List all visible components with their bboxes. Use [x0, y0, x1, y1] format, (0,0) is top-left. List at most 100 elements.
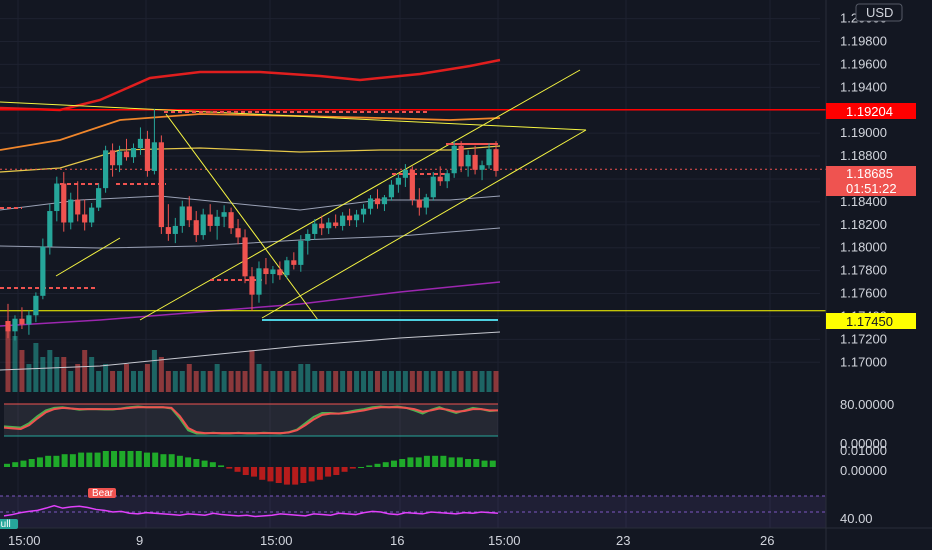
- candle-body: [82, 214, 88, 223]
- histogram-bar: [176, 455, 183, 467]
- histogram-bar: [415, 457, 422, 467]
- price-tick: 1.19000: [840, 125, 887, 140]
- candle-body: [277, 269, 283, 276]
- early-trendline: [55, 237, 121, 277]
- histogram-bar: [242, 467, 249, 475]
- histogram-bar: [45, 455, 52, 467]
- candle-body: [388, 184, 395, 198]
- candle-body: [493, 149, 499, 171]
- candle-body: [144, 138, 151, 171]
- histogram-bar: [259, 467, 266, 480]
- moving-averages: [0, 58, 501, 371]
- histogram-bar: [448, 457, 455, 467]
- bear-label: Bear: [92, 488, 114, 499]
- volume-bar: [12, 336, 18, 392]
- candle-body: [423, 197, 429, 208]
- indicator-labels: Bear Bull: [0, 488, 116, 530]
- currency-badge-label: USD: [866, 5, 893, 20]
- volume-bar: [381, 371, 387, 392]
- volume-bar: [256, 364, 262, 392]
- volume-bar: [486, 371, 492, 392]
- time-tick: 26: [760, 533, 774, 548]
- volume-bar: [186, 364, 192, 392]
- histogram-bar: [168, 454, 175, 467]
- currency-badge[interactable]: USD: [855, 3, 903, 22]
- yellow-ma: [0, 145, 501, 173]
- histogram-bar: [440, 455, 447, 467]
- time-tick: 23: [616, 533, 630, 548]
- volume-bar: [277, 371, 283, 392]
- candle-body: [33, 295, 39, 316]
- candle-body: [235, 228, 241, 238]
- volume-bar: [451, 371, 457, 392]
- volume-bar: [291, 371, 297, 392]
- histogram-bar: [275, 467, 282, 483]
- histogram-bar: [12, 462, 19, 467]
- histogram-bar: [390, 460, 397, 467]
- histogram-bar: [349, 467, 356, 469]
- volume-bar: [158, 357, 164, 392]
- price-tick: 1.18200: [840, 217, 887, 232]
- volume-bar: [263, 371, 269, 392]
- price-tick: 1.19600: [840, 56, 887, 71]
- volume-bar: [151, 350, 157, 392]
- candle-body: [256, 268, 262, 295]
- price-tick: 1.18800: [840, 148, 887, 163]
- candle-body: [465, 154, 471, 167]
- histogram-bar: [481, 460, 488, 467]
- volume-bar: [340, 371, 346, 392]
- candle-body: [151, 142, 157, 171]
- stoch-tick: 80.00000: [840, 397, 894, 412]
- volume-bar: [437, 371, 443, 392]
- candle-body: [228, 212, 234, 229]
- histogram-bar: [465, 459, 472, 467]
- volume-bar: [361, 371, 367, 392]
- candle-body: [305, 233, 311, 241]
- volume-bar: [47, 350, 53, 392]
- candle-body: [291, 260, 297, 265]
- volume-bar: [96, 371, 102, 392]
- volume-bar: [374, 371, 380, 392]
- candle-body: [486, 149, 492, 166]
- histogram-bar: [102, 451, 109, 467]
- volume-bar: [207, 371, 213, 392]
- bull-label: Bull: [0, 519, 11, 530]
- candle-body: [444, 173, 450, 182]
- volume-bar: [472, 371, 478, 392]
- countdown-tag: 01:51:22: [846, 181, 897, 196]
- histogram-bar: [4, 463, 10, 467]
- candle-body: [340, 215, 346, 226]
- time-axis[interactable]: 15:00 9 15:00 16 15:00 23 26: [0, 527, 932, 548]
- histogram-bar: [143, 452, 150, 467]
- candle-body: [353, 214, 360, 221]
- volume-bar: [130, 371, 136, 392]
- volume-bar: [68, 371, 74, 392]
- oscillator-line: [3, 504, 499, 518]
- volume-bar: [110, 371, 116, 392]
- volume-bar: [165, 371, 171, 392]
- candle-body: [347, 215, 353, 221]
- stoch-tick: 0.00000: [840, 436, 887, 451]
- volume-bar: [40, 357, 46, 392]
- volume-bar: [284, 371, 290, 392]
- histogram-bar: [292, 467, 299, 485]
- histogram-bar: [300, 467, 307, 483]
- price-tick: 1.19800: [840, 33, 887, 48]
- candle-body: [333, 222, 339, 226]
- histogram-bar: [283, 467, 290, 485]
- candle-body: [186, 206, 192, 221]
- gray-ma-2: [0, 227, 501, 249]
- volume-bar: [19, 350, 25, 392]
- price-axis[interactable]: 1.200001.198001.196001.194001.192001.190…: [825, 0, 894, 550]
- candle-body: [319, 223, 325, 229]
- histogram-bar: [456, 457, 463, 467]
- volume-bar: [388, 371, 394, 392]
- descending-trendline: [0, 101, 587, 131]
- volume-ma: [0, 331, 501, 371]
- candle-body: [165, 227, 171, 234]
- candle-body: [109, 150, 116, 166]
- volume-bar: [124, 364, 130, 392]
- volume-bar: [137, 371, 143, 392]
